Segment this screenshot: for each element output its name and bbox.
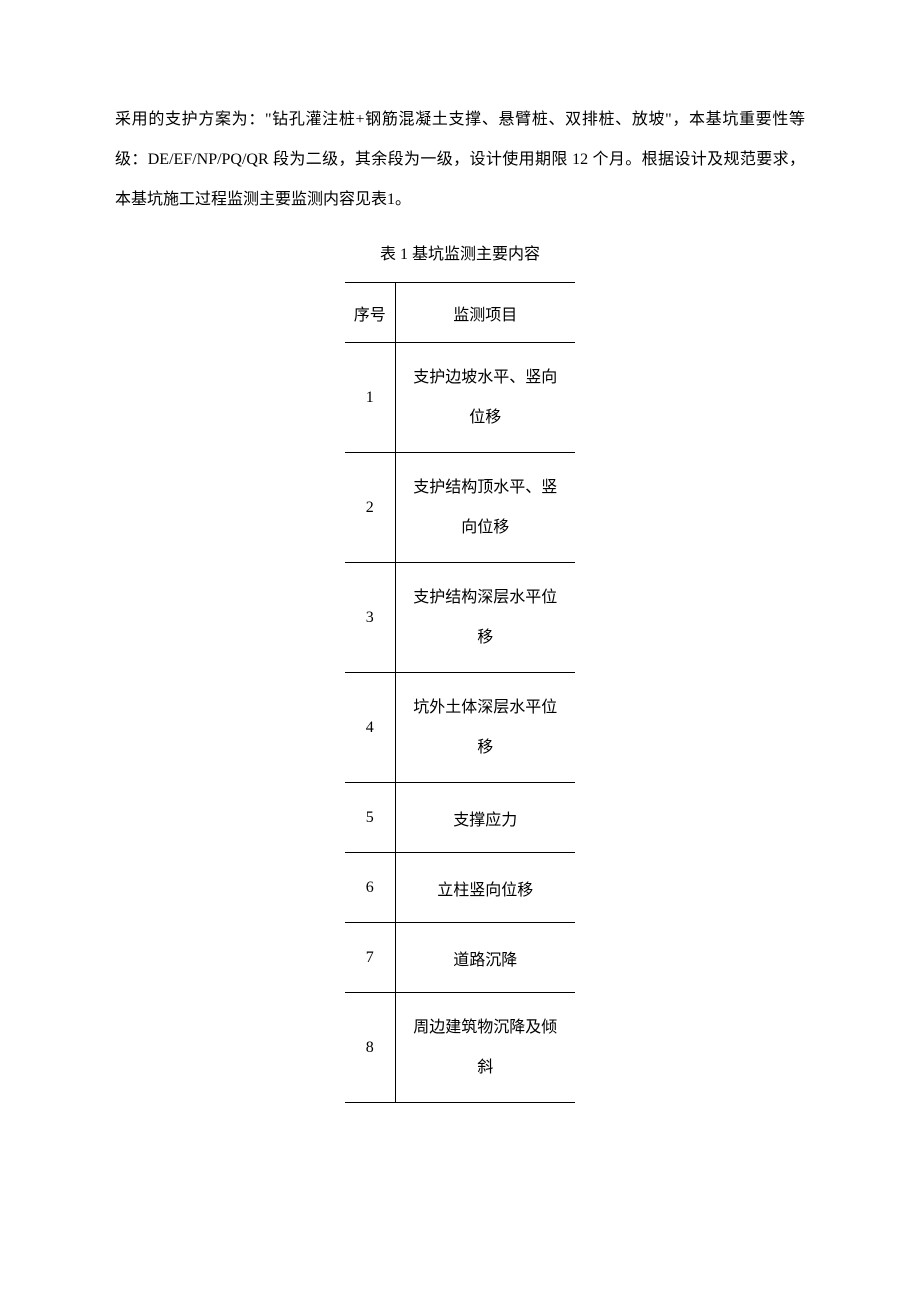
cell-item: 道路沉降 (395, 923, 575, 993)
cell-index: 8 (345, 993, 395, 1103)
cell-line2: 移 (477, 739, 493, 756)
cell-line2: 位移 (469, 409, 501, 426)
table-row: 5 支撑应力 (345, 783, 575, 853)
cell-line1: 坑外土体深层水平位 (413, 699, 557, 716)
table-container: 序号 监测项目 1 支护边坡水平、竖向 位移 2 支护结构顶水平、竖 (115, 282, 805, 1103)
cell-index: 1 (345, 343, 395, 453)
table-header-row: 序号 监测项目 (345, 283, 575, 343)
cell-index: 7 (345, 923, 395, 993)
cell-line2: 向位移 (461, 519, 509, 536)
table-row: 8 周边建筑物沉降及倾 斜 (345, 993, 575, 1103)
cell-line2: 斜 (477, 1059, 493, 1076)
cell-line1: 周边建筑物沉降及倾 (413, 1019, 557, 1036)
cell-item: 支护结构深层水平位 移 (395, 563, 575, 673)
monitoring-table: 序号 监测项目 1 支护边坡水平、竖向 位移 2 支护结构顶水平、竖 (345, 282, 575, 1103)
cell-item: 立柱竖向位移 (395, 853, 575, 923)
header-item: 监测项目 (395, 283, 575, 343)
cell-item: 支护结构顶水平、竖 向位移 (395, 453, 575, 563)
cell-index: 5 (345, 783, 395, 853)
cell-item: 支护边坡水平、竖向 位移 (395, 343, 575, 453)
table-caption: 表 1 基坑监测主要内容 (115, 240, 805, 264)
intro-paragraph: 采用的支护方案为："钻孔灌注桩+钢筋混凝土支撑、悬臂桩、双排桩、放坡"，本基坑重… (115, 100, 805, 220)
table-row: 7 道路沉降 (345, 923, 575, 993)
cell-index: 3 (345, 563, 395, 673)
cell-item: 坑外土体深层水平位 移 (395, 673, 575, 783)
header-index: 序号 (345, 283, 395, 343)
table-row: 1 支护边坡水平、竖向 位移 (345, 343, 575, 453)
table-row: 2 支护结构顶水平、竖 向位移 (345, 453, 575, 563)
cell-line1: 道路沉降 (453, 952, 517, 969)
cell-index: 6 (345, 853, 395, 923)
table-row: 4 坑外土体深层水平位 移 (345, 673, 575, 783)
cell-line1: 支护边坡水平、竖向 (413, 369, 557, 386)
cell-line1: 立柱竖向位移 (437, 882, 533, 899)
cell-line1: 支撑应力 (453, 812, 517, 829)
cell-index: 4 (345, 673, 395, 783)
cell-line2: 移 (477, 629, 493, 646)
table-row: 3 支护结构深层水平位 移 (345, 563, 575, 673)
cell-item: 支撑应力 (395, 783, 575, 853)
cell-index: 2 (345, 453, 395, 563)
cell-line1: 支护结构深层水平位 (413, 589, 557, 606)
table-row: 6 立柱竖向位移 (345, 853, 575, 923)
cell-line1: 支护结构顶水平、竖 (413, 479, 557, 496)
cell-item: 周边建筑物沉降及倾 斜 (395, 993, 575, 1103)
